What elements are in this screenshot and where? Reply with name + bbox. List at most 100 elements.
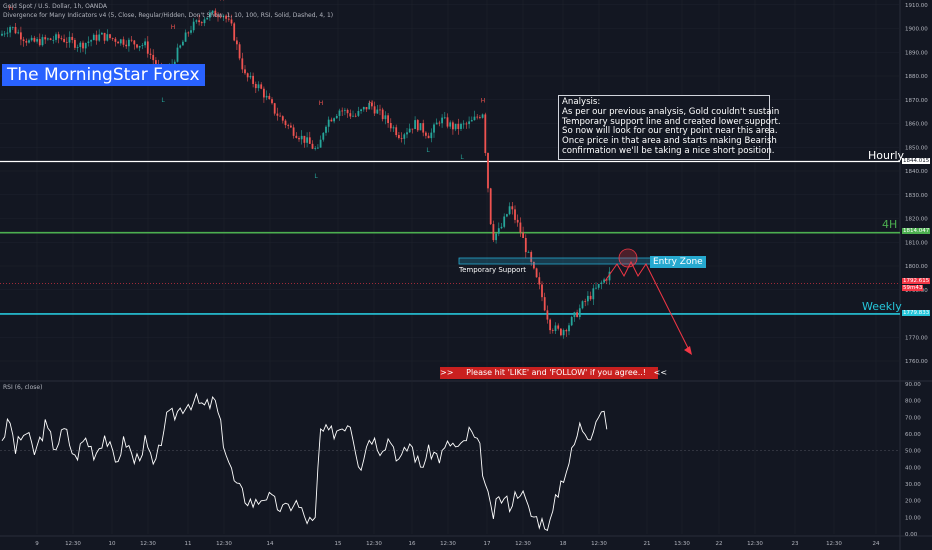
candle-body (57, 34, 60, 39)
candle-body (325, 126, 327, 133)
rsi-tick-label: 70.00 (905, 415, 921, 421)
rsi-axis[interactable]: 90.00 80.00 70.00 60.00 50.00 40.00 30.00 20.00… (905, 382, 921, 538)
time-tick-label: 23 (792, 541, 799, 547)
time-tick-label: 12:30 (591, 541, 607, 547)
indicator-title: Divergence for Many Indicators v4 (5, Cl… (3, 12, 334, 19)
candle-body (22, 39, 25, 42)
weekly-price-tag: 1779.833 (902, 310, 931, 316)
candle-body (30, 37, 33, 41)
high-marker: H (220, 0, 225, 2)
analysis-note: Analysis: As per our previous analysis, … (558, 95, 781, 160)
price-tick-label: 1810.00 (905, 240, 928, 246)
candle-body (381, 109, 384, 120)
candle-body (603, 279, 605, 283)
candle-body (195, 20, 198, 22)
candle-body (200, 22, 203, 24)
candle-body (3, 33, 6, 35)
weekly-level-label: Weekly (862, 300, 902, 313)
candle-body (479, 117, 481, 119)
high-marker: H (481, 98, 486, 105)
candle-body (403, 134, 406, 139)
candle-body (98, 34, 101, 41)
rsi-series (0, 392, 900, 532)
candle-body (473, 116, 476, 121)
candle-body (87, 41, 90, 43)
candle-body (306, 137, 308, 143)
time-tick-label: 11 (185, 541, 192, 547)
candle-body (524, 237, 527, 253)
rsi-tick-label: 40.00 (905, 465, 921, 471)
candle-body (398, 135, 400, 139)
candle-body (597, 284, 600, 288)
candle-body (209, 12, 211, 18)
candle-body (63, 38, 65, 42)
candle-body (408, 128, 411, 133)
candle-body (341, 110, 344, 112)
candle-body (284, 120, 287, 126)
candle-body (497, 228, 500, 234)
candle-body (589, 295, 592, 300)
symbol-title: Gold Spot / U.S. Dollar, 1h, OANDA (3, 3, 107, 10)
candle-body (173, 61, 176, 65)
price-axis[interactable]: 1910.00 1900.00 1890.00 1880.00 1870.00 1860.… (905, 3, 928, 365)
candle-body (352, 115, 354, 117)
candle-body (322, 132, 325, 140)
candle-body (595, 287, 597, 289)
candle-body (25, 41, 28, 43)
entry-circle (618, 248, 638, 268)
candle-body (176, 47, 179, 62)
candle-body (476, 116, 479, 118)
candle-body (546, 310, 549, 320)
candle-body (414, 120, 416, 130)
candle-body (192, 21, 195, 31)
candle-body (260, 84, 263, 89)
candle-body (252, 75, 254, 84)
candle-body (125, 44, 128, 47)
candle-body (244, 69, 246, 74)
candle-body (155, 60, 157, 66)
candle-body (508, 206, 511, 215)
candle-body (90, 40, 92, 42)
candle-body (535, 268, 538, 278)
candle-body (136, 44, 138, 48)
rsi-title: RSI (6, close) (3, 384, 43, 391)
candle-body (422, 123, 425, 133)
current-price-countdown: 59m43 (902, 285, 924, 291)
candle-body (279, 115, 281, 117)
price-tick-label: 1800.00 (905, 264, 928, 270)
time-tick-label: 22 (716, 541, 723, 547)
candle-body (190, 30, 192, 33)
time-axis[interactable]: 9 12:30 10 12:30 11 12:30 14 15 12:30 16 12:30 17 12… (35, 541, 880, 547)
rsi-tick-label: 90.00 (905, 382, 921, 388)
candle-body (33, 37, 36, 42)
price-tick-label: 1890.00 (905, 50, 928, 56)
candle-body (206, 17, 209, 20)
candle-body (425, 132, 427, 136)
candle-body (182, 41, 184, 46)
time-tick-label: 16 (409, 541, 416, 547)
candle-body (76, 46, 79, 48)
candle-body (506, 214, 508, 217)
candle-body (344, 109, 346, 111)
candle-body (411, 128, 414, 130)
candle-body (600, 282, 603, 285)
candle-body (389, 123, 392, 129)
candle-body (303, 135, 306, 143)
time-tick-label: 12:30 (65, 541, 81, 547)
brand-banner: The MorningStar Forex (2, 64, 205, 86)
candle-body (449, 122, 452, 127)
candle-body (379, 109, 381, 111)
candle-body (565, 330, 568, 332)
candle-body (560, 328, 562, 336)
candle-body (60, 38, 63, 40)
candle-body (470, 120, 473, 122)
analysis-line: As per our previous analysis, Gold could… (562, 106, 780, 117)
high-marker: H (369, 100, 374, 107)
candle-body (573, 312, 576, 318)
entry-zone-shapes (458, 248, 692, 355)
candle-body (530, 252, 533, 262)
candle-body (349, 113, 352, 117)
candle-body (233, 23, 236, 41)
candle-body (41, 37, 44, 46)
time-tick-label: 12:30 (515, 541, 531, 547)
